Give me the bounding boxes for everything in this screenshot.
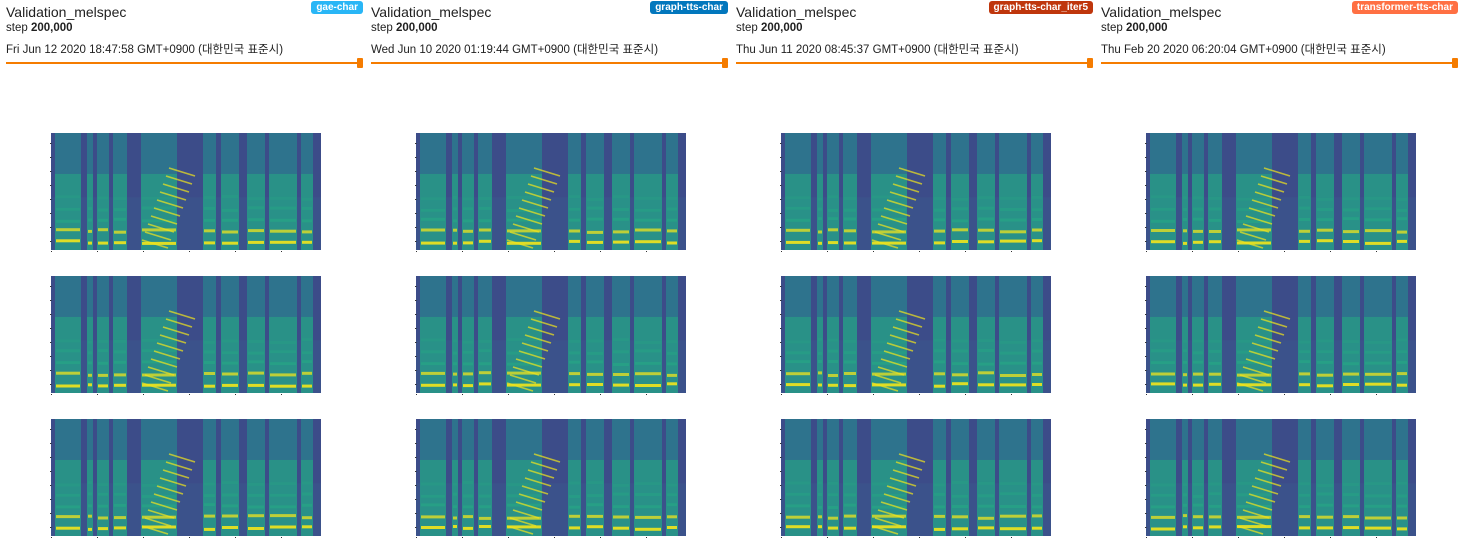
image-card: Validation_melspec gae-char step 200,000…	[6, 0, 363, 554]
slider-thumb[interactable]	[357, 58, 363, 68]
card-title: Validation_melspec	[1101, 4, 1221, 20]
step-info: step 200,000	[371, 22, 438, 34]
run-badge: graph-tts-char_iter5	[989, 1, 1093, 14]
step-slider[interactable]	[736, 56, 1093, 70]
step-label: step	[736, 22, 758, 34]
slider-track	[371, 62, 724, 64]
spectrogram-image[interactable]	[780, 419, 1052, 538]
card-header: Validation_melspec graph-tts-char_iter5 …	[736, 0, 1093, 72]
slider-thumb[interactable]	[1087, 58, 1093, 68]
run-badge: gae-char	[311, 1, 363, 14]
timestamp: Wed Jun 10 2020 01:19:44 GMT+0900 (대한민국 …	[371, 41, 658, 57]
run-badge: transformer-tts-char	[1352, 1, 1458, 14]
step-value: 200,000	[31, 22, 73, 34]
image-card: Validation_melspec graph-tts-char step 2…	[371, 0, 728, 554]
step-value: 200,000	[396, 22, 438, 34]
slider-track	[736, 62, 1089, 64]
slider-track	[6, 62, 359, 64]
spectrogram-image[interactable]	[415, 133, 687, 252]
timestamp: Thu Feb 20 2020 06:20:04 GMT+0900 (대한민국 …	[1101, 41, 1386, 57]
step-info: step 200,000	[6, 22, 73, 34]
step-slider[interactable]	[6, 56, 363, 70]
spectrogram-image[interactable]	[50, 276, 322, 395]
spectrogram-image[interactable]	[1145, 419, 1417, 538]
slider-thumb[interactable]	[722, 58, 728, 68]
spectrogram-image[interactable]	[50, 133, 322, 252]
spectrogram-image[interactable]	[780, 133, 1052, 252]
spectrogram-image[interactable]	[415, 276, 687, 395]
card-header: Validation_melspec gae-char step 200,000…	[6, 0, 363, 72]
slider-thumb[interactable]	[1452, 58, 1458, 68]
step-slider[interactable]	[371, 56, 728, 70]
spectrogram-image[interactable]	[780, 276, 1052, 395]
card-title: Validation_melspec	[371, 4, 491, 20]
run-badge: graph-tts-char	[650, 1, 728, 14]
card-header: Validation_melspec graph-tts-char step 2…	[371, 0, 728, 72]
spectrogram-image[interactable]	[1145, 133, 1417, 252]
image-card: Validation_melspec graph-tts-char_iter5 …	[736, 0, 1093, 554]
timestamp: Thu Jun 11 2020 08:45:37 GMT+0900 (대한민국 …	[736, 41, 1019, 57]
slider-track	[1101, 62, 1454, 64]
step-value: 200,000	[761, 22, 803, 34]
card-header: Validation_melspec transformer-tts-char …	[1101, 0, 1458, 72]
spectrogram-image[interactable]	[415, 419, 687, 538]
step-label: step	[1101, 22, 1123, 34]
timestamp: Fri Jun 12 2020 18:47:58 GMT+0900 (대한민국 …	[6, 41, 283, 57]
step-slider[interactable]	[1101, 56, 1458, 70]
spectrogram-image[interactable]	[1145, 276, 1417, 395]
step-label: step	[6, 22, 28, 34]
spectrogram-image[interactable]	[50, 419, 322, 538]
step-info: step 200,000	[736, 22, 803, 34]
step-info: step 200,000	[1101, 22, 1168, 34]
step-value: 200,000	[1126, 22, 1168, 34]
card-title: Validation_melspec	[6, 4, 126, 20]
image-card: Validation_melspec transformer-tts-char …	[1101, 0, 1458, 554]
card-title: Validation_melspec	[736, 4, 856, 20]
step-label: step	[371, 22, 393, 34]
